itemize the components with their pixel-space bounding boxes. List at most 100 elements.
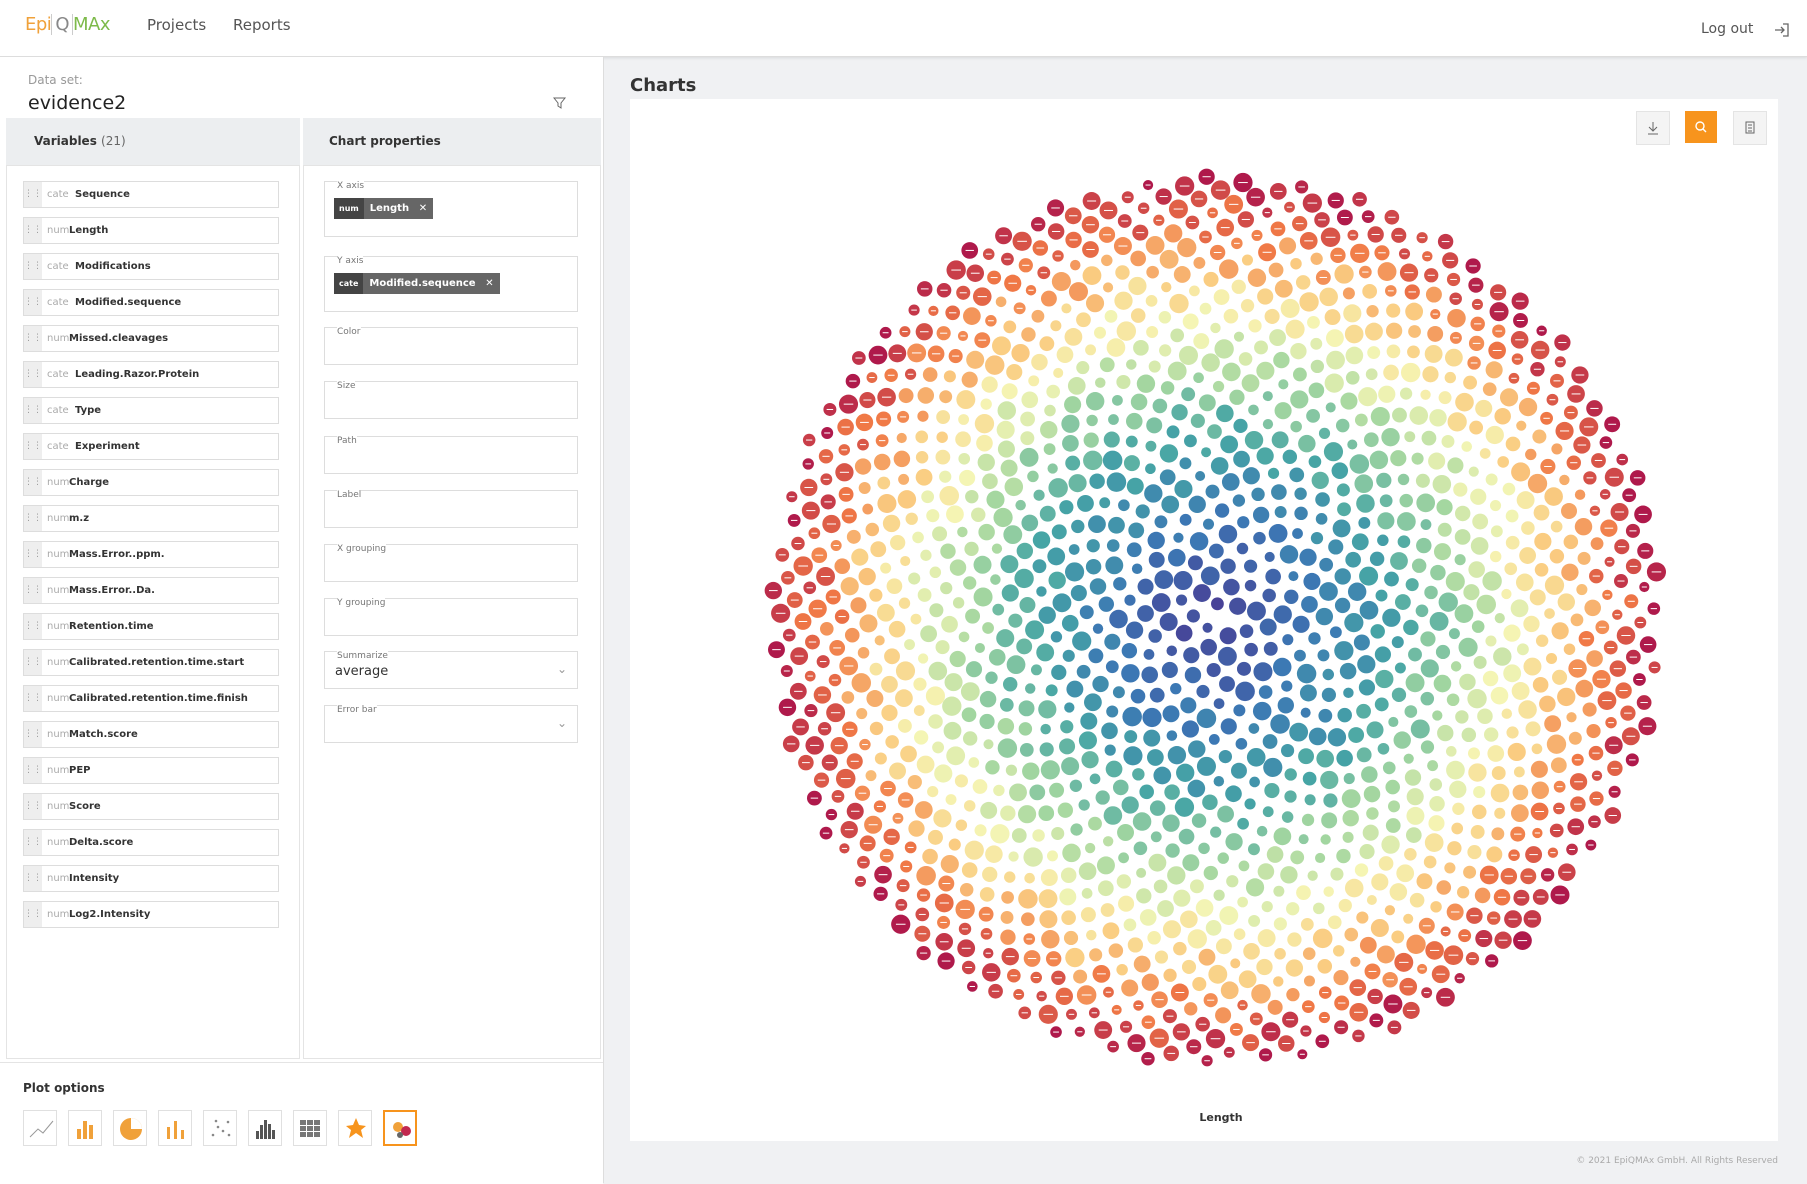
bubble[interactable] xyxy=(1333,970,1349,986)
bubble[interactable] xyxy=(1292,367,1307,382)
bubble[interactable] xyxy=(1264,782,1280,799)
bubble[interactable] xyxy=(1077,495,1094,512)
bubble[interactable] xyxy=(1173,941,1187,956)
bubble[interactable] xyxy=(973,587,993,607)
bubble[interactable] xyxy=(1354,474,1374,494)
bubble[interactable] xyxy=(1575,679,1594,698)
bubble[interactable] xyxy=(1262,391,1273,402)
bubble[interactable] xyxy=(1421,430,1437,446)
bubble[interactable] xyxy=(865,770,877,782)
bubble[interactable] xyxy=(1248,914,1261,927)
bubble[interactable] xyxy=(958,414,970,425)
bubble[interactable] xyxy=(1217,852,1229,864)
bubble[interactable] xyxy=(1102,450,1123,471)
bubble[interactable] xyxy=(1237,817,1249,830)
bubble[interactable] xyxy=(877,476,891,490)
bubble[interactable] xyxy=(1377,742,1390,755)
bubble[interactable] xyxy=(1141,666,1159,684)
bubble[interactable] xyxy=(915,430,929,444)
bubble[interactable] xyxy=(1126,542,1142,558)
bubble[interactable] xyxy=(942,696,962,716)
bubble[interactable] xyxy=(1233,331,1245,342)
bubble[interactable] xyxy=(1308,727,1327,746)
bubble[interactable] xyxy=(1239,624,1254,638)
bubble[interactable] xyxy=(1218,524,1238,544)
bubble[interactable] xyxy=(1494,408,1511,425)
bubble[interactable] xyxy=(1467,845,1482,860)
bubble[interactable] xyxy=(1193,333,1210,350)
bubble[interactable] xyxy=(1073,969,1088,984)
bubble[interactable] xyxy=(874,635,885,646)
bubble[interactable] xyxy=(1223,308,1239,324)
bubble[interactable] xyxy=(1254,340,1268,355)
bubble[interactable] xyxy=(1238,352,1253,366)
bubble[interactable] xyxy=(1046,384,1061,399)
bubble[interactable] xyxy=(1008,613,1023,628)
bubble[interactable] xyxy=(1300,917,1314,931)
bubble[interactable] xyxy=(1271,484,1287,500)
bubble[interactable] xyxy=(1196,708,1217,729)
bubble[interactable] xyxy=(1206,662,1221,678)
bubble[interactable] xyxy=(1223,578,1240,596)
bubble[interactable] xyxy=(973,555,992,574)
bubble[interactable] xyxy=(944,673,963,692)
bubble[interactable] xyxy=(1546,734,1567,754)
bubble[interactable] xyxy=(1164,224,1183,243)
bubble[interactable] xyxy=(1103,282,1114,293)
bubble[interactable] xyxy=(1080,907,1096,923)
bubble[interactable] xyxy=(985,671,998,684)
bubble[interactable] xyxy=(1047,463,1058,474)
bubble[interactable] xyxy=(1511,682,1530,700)
bubble[interactable] xyxy=(1285,319,1305,339)
bubble[interactable] xyxy=(1347,439,1358,450)
bubble[interactable] xyxy=(1505,535,1520,550)
bubble[interactable] xyxy=(1313,902,1325,915)
bubble[interactable] xyxy=(1180,697,1197,714)
bubble[interactable] xyxy=(1174,479,1193,499)
bubble[interactable] xyxy=(1233,450,1250,468)
bubble[interactable] xyxy=(917,410,929,422)
bubble[interactable] xyxy=(1487,745,1505,762)
bubble[interactable] xyxy=(1273,976,1284,987)
bubble[interactable] xyxy=(1386,303,1401,318)
bubble[interactable] xyxy=(1174,797,1195,817)
bubble[interactable] xyxy=(1490,686,1509,705)
bubble[interactable] xyxy=(1154,515,1168,529)
bubble[interactable] xyxy=(1433,674,1452,693)
bubble[interactable] xyxy=(1179,457,1192,470)
bubble[interactable] xyxy=(1533,504,1550,521)
bubble[interactable] xyxy=(963,800,976,812)
bubble[interactable] xyxy=(1181,387,1196,402)
bubble[interactable] xyxy=(1385,779,1400,795)
plot-option[interactable] xyxy=(203,1110,237,1146)
bubble[interactable] xyxy=(1104,309,1118,323)
bubble[interactable] xyxy=(1319,582,1338,601)
bubble[interactable] xyxy=(1112,779,1129,796)
bubble[interactable] xyxy=(1145,236,1165,255)
bubble[interactable] xyxy=(1050,631,1063,643)
bubble[interactable] xyxy=(1047,850,1058,862)
bubble[interactable] xyxy=(1177,237,1197,258)
bubble[interactable] xyxy=(1216,404,1234,423)
bubble[interactable] xyxy=(1016,638,1033,655)
bubble[interactable] xyxy=(1030,664,1042,676)
bubble[interactable] xyxy=(1549,549,1565,564)
bubble[interactable] xyxy=(1015,499,1026,511)
bubble[interactable] xyxy=(1062,843,1081,863)
bubble[interactable] xyxy=(1062,649,1075,662)
bubble[interactable] xyxy=(1350,956,1361,967)
bubble[interactable] xyxy=(1059,888,1077,906)
bubble[interactable] xyxy=(1205,484,1220,499)
bubble[interactable] xyxy=(1173,889,1191,907)
bubble[interactable] xyxy=(1220,981,1239,1000)
bubble[interactable] xyxy=(1316,749,1335,768)
bubble[interactable] xyxy=(956,390,976,410)
bubble[interactable] xyxy=(1499,388,1519,407)
bubble[interactable] xyxy=(1468,763,1487,782)
bubble[interactable] xyxy=(972,779,988,794)
bubble[interactable] xyxy=(1369,551,1385,567)
bubble[interactable] xyxy=(979,690,997,708)
bubble[interactable] xyxy=(1459,673,1476,691)
bubble[interactable] xyxy=(1323,442,1344,462)
bubble[interactable] xyxy=(943,370,956,383)
